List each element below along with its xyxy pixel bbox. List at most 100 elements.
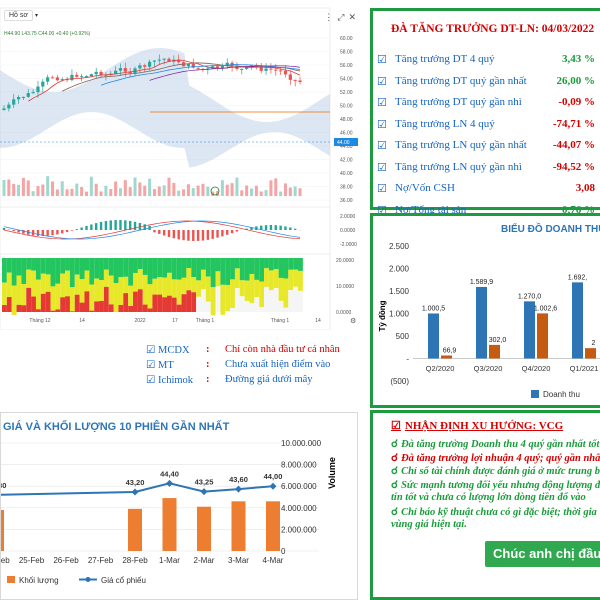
bar: [428, 313, 439, 359]
volume-histogram-bar: [65, 189, 69, 196]
mcdx-bar-yellow: [133, 272, 138, 292]
expand-icon[interactable]: ⤢: [337, 12, 349, 22]
trend-line: tín tốt và chưa có lượng lớn dòng tiền đ…: [391, 492, 586, 503]
y-tick-label: 2.500: [389, 242, 410, 251]
mcdx-bar-yellow: [254, 279, 260, 298]
candle-body: [177, 59, 181, 63]
macd-histogram-bar: [41, 230, 45, 236]
x-tick-label: 24-Feb: [1, 556, 10, 565]
price-tick-label: 42.00: [340, 158, 353, 164]
stock-chart-panel[interactable]: Hồ sơ ▾ ⋮⤢✕ H44.90 L43.75 C44.00 +0.40 (…: [0, 0, 368, 330]
trend-title: ☑ NHẬN ĐỊNH XU HƯỚNG: VCG: [391, 420, 564, 432]
y-tick-label: 1.000: [389, 310, 410, 319]
trend-panel: ☑ NHẬN ĐỊNH XU HƯỚNG: VCG ☌ Đà tăng trưởng…: [370, 410, 600, 600]
mcdx-bar-red: [283, 307, 289, 312]
candle-body: [220, 66, 224, 69]
volume-histogram-bar: [89, 176, 93, 196]
growth-row: ☑ Tăng trưởng DT 4 quý 3,43 %: [377, 53, 600, 71]
growth-row: ☑ Tăng trưởng LN quý gần nhì -94,52 %: [377, 161, 600, 179]
macd-histogram-bar: [245, 228, 248, 230]
macd-histogram-bar: [250, 227, 253, 230]
volume-histogram-bar: [298, 188, 302, 196]
macd-histogram-bar: [235, 230, 239, 232]
mcdx-bar-yellow: [162, 277, 167, 298]
mcdx-bar-green: [89, 258, 95, 285]
candle-body: [21, 96, 26, 98]
mcdx-bar-green: [21, 258, 27, 285]
volume-histogram-bar: [2, 179, 6, 196]
trend-text: Sức mạnh tương đối yếu nhưng động lượng …: [401, 479, 600, 491]
price-label: 44,40: [160, 469, 179, 478]
mcdx-bar-yellow: [278, 277, 284, 301]
volume-histogram-bar: [177, 190, 181, 196]
volume-histogram-bar: [220, 180, 224, 196]
interval-selector[interactable]: Hồ sơ: [4, 10, 33, 21]
close-icon[interactable]: ✕: [348, 12, 360, 22]
mcdx-bar-red: [205, 301, 211, 312]
gear-icon[interactable]: ⚙: [350, 317, 356, 325]
volume-histogram-bar: [104, 185, 108, 196]
mcdx-bar-green: [225, 258, 231, 285]
mcdx-bar-green: [186, 258, 192, 269]
volume-histogram-bar: [85, 191, 88, 196]
macd-histogram-bar: [196, 230, 200, 241]
macd-tick-label: 0.0000: [340, 228, 356, 234]
mcdx-bar-yellow: [113, 283, 119, 312]
mcdx-bar-yellow: [55, 283, 61, 310]
bar: [524, 301, 535, 359]
mcdx-bar-yellow: [283, 278, 289, 308]
volume-histogram-bar: [26, 180, 30, 196]
mcdx-bar-red: [21, 305, 27, 312]
mcdx-bar-yellow: [79, 279, 85, 303]
time-tick-label: 14: [79, 318, 85, 324]
growth-label: Tăng trưởng LN quý gần nhất: [395, 139, 527, 151]
last-price-text: 44.00: [337, 140, 350, 146]
mcdx-bar-red: [84, 291, 90, 312]
mcdx-bar-yellow: [264, 268, 269, 287]
time-tick-label: Tháng 1: [271, 318, 290, 324]
chart-toolbar: Hồ sơ ▾: [4, 10, 38, 26]
trend-line: vùng giá hiện tại.: [391, 519, 467, 530]
volume-histogram-bar: [12, 183, 16, 196]
trend-text: tín tốt và chưa có lượng lớn dòng tiền đ…: [391, 492, 586, 503]
ohlc-readout: H44.90 L43.75 C44.00 +0.40 (+0.92%): [4, 31, 91, 37]
trend-line: ☌ Chỉ báo kỹ thuật chưa có gì đặc biệt; t…: [391, 506, 597, 518]
mcdx-bar-red: [244, 301, 250, 312]
revenue-chart-title: BIỂU ĐỒ DOANH THU: [501, 224, 600, 235]
mcdx-bar-yellow: [108, 275, 114, 305]
mcdx-bar-red: [147, 308, 153, 312]
volume-histogram-bar: [254, 185, 258, 196]
mcdx-bar-yellow: [200, 269, 206, 290]
settings-icon[interactable]: ⋮: [324, 12, 338, 22]
volume-histogram-bar: [211, 191, 215, 196]
volume-histogram-bar: [274, 178, 278, 196]
mcdx-bar-green: [210, 258, 216, 288]
mcdx-bar-green: [171, 258, 177, 280]
mcdx-bar-yellow: [40, 273, 46, 294]
macd-histogram-bar: [279, 225, 282, 230]
mcdx-bar-green: [288, 258, 294, 270]
growth-row: ☑ Nợ/Vốn CSH 3,08: [377, 182, 600, 200]
mcdx-bar-yellow: [16, 275, 22, 305]
candlestick-chart[interactable]: 60.00 58.00 56.00 54.00 52.00 50.00 48.00 46.00…: [0, 0, 368, 330]
chevron-down-icon[interactable]: ▾: [34, 13, 38, 19]
price-tick-label: 44.00: [340, 144, 353, 150]
right-tick-label: 2.000.000: [281, 525, 317, 534]
trend-line: ☌ Đà tăng trưởng lợi nhuận 4 quý; quý gần…: [391, 452, 600, 464]
mcdx-bar-red: [200, 289, 206, 312]
macd-histogram-bar: [162, 230, 166, 236]
candle-body: [249, 65, 254, 67]
mcdx-bar-green: [74, 258, 80, 275]
volume-histogram-bar: [148, 178, 152, 196]
volume-bar: [1, 509, 4, 551]
volume-histogram-bar: [128, 187, 132, 196]
macd-histogram-bar: [119, 220, 122, 230]
mcdx-bar-yellow: [50, 286, 56, 311]
right-tick-label: 8.000.000: [281, 461, 317, 470]
greeting-button[interactable]: Chúc anh chị đầu: [485, 541, 600, 567]
mcdx-bar-red: [225, 311, 231, 312]
mcdx-bar-green: [69, 258, 75, 288]
macd-histogram-bar: [114, 220, 117, 230]
mcdx-bar-green: [16, 258, 22, 276]
volume-histogram-bar: [7, 179, 11, 196]
